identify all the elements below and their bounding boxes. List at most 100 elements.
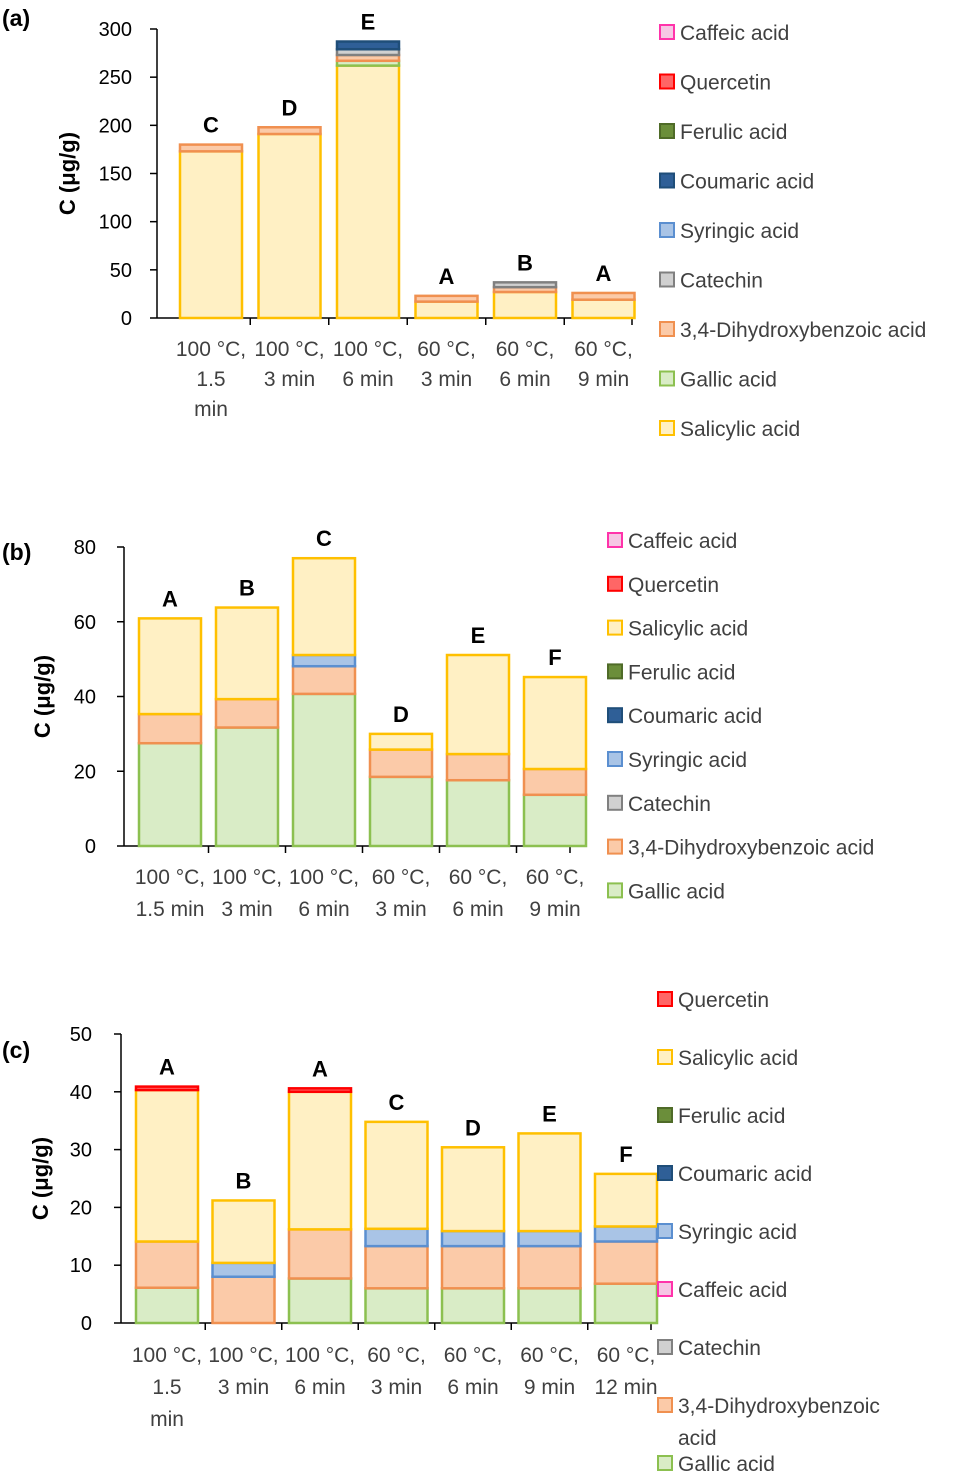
legend-swatch-ferulic-acid	[659, 123, 675, 139]
x-tick-label: min	[150, 1408, 184, 1431]
x-tick-label: 100 °C,	[285, 1344, 355, 1367]
x-tick-label: 100 °C,	[132, 1344, 202, 1367]
legend-label: Quercetin	[628, 574, 719, 597]
bar-segment-salicylic-acid	[517, 1132, 582, 1233]
legend-swatch-salicylic-acid	[659, 420, 675, 436]
legend-label: acid	[678, 1427, 717, 1450]
bar-segment-gallic-acid	[214, 726, 280, 848]
bar-segment-3-4-dihydroxybenzoic-acid	[137, 712, 203, 745]
legend-swatch-quercetin	[607, 575, 623, 592]
legend-swatch-coumaric-acid	[607, 707, 623, 724]
bar-segment-3-4-dihydroxybenzoic-acid	[134, 1240, 200, 1289]
x-tick-label: 60 °C,	[444, 1344, 503, 1367]
bar-segment-3-4-dihydroxybenzoic-acid	[291, 664, 357, 696]
x-tick-label: 1.5	[152, 1376, 181, 1399]
bar-segment-gallic-acid	[291, 692, 357, 848]
x-tick-label: 3 min	[371, 1376, 422, 1399]
legend-label: Salicylic acid	[680, 418, 800, 441]
y-tick-label: 30	[70, 1140, 92, 1162]
legend-label: Quercetin	[678, 989, 769, 1012]
legend-label: Caffeic acid	[680, 22, 789, 45]
bar-segment-3-4-dihydroxybenzoic-acid	[414, 294, 479, 303]
group-label: B	[236, 1168, 252, 1193]
bar-segment-3-4-dihydroxybenzoic-acid	[522, 767, 588, 797]
y-axis-label: C (μg/g)	[28, 1137, 53, 1220]
x-tick-label: 100 °C,	[212, 866, 282, 889]
group-label: E	[361, 10, 376, 35]
legend-swatch-syringic-acid	[659, 222, 675, 238]
x-tick-label: 6 min	[294, 1376, 345, 1399]
bar-segment-syringic-acid	[517, 1229, 582, 1248]
y-tick-label: 200	[99, 115, 132, 137]
bar-segment-salicylic-acid	[257, 132, 322, 320]
group-label: A	[162, 586, 178, 611]
bar-segment-salicylic-acid	[364, 1120, 429, 1231]
bar-segment-3-4-dihydroxybenzoic-acid	[211, 1275, 276, 1325]
legend-swatch-quercetin	[659, 73, 675, 90]
y-tick-label: 0	[121, 308, 132, 330]
legend-label: Gallic acid	[680, 369, 777, 392]
bar-segment-3-4-dihydroxybenzoic-acid	[178, 143, 244, 153]
legend-swatch-gallic-acid	[657, 1455, 673, 1471]
y-tick-label: 10	[70, 1255, 92, 1277]
legend-swatch-caffeic-acid	[657, 1281, 673, 1297]
x-tick-label: 100 °C,	[254, 338, 324, 361]
bar-segment-coumaric-acid	[335, 40, 401, 51]
x-tick-label: 60 °C,	[367, 1344, 426, 1367]
bar-segment-salicylic-acid	[571, 298, 636, 320]
bar-segment-gallic-acid	[368, 775, 434, 848]
legend-label: Syringic acid	[680, 220, 799, 243]
x-tick-label: min	[194, 398, 228, 421]
x-tick-label: 3 min	[221, 898, 272, 921]
x-tick-label: 6 min	[499, 368, 550, 391]
bar-segment-3-4-dihydroxybenzoic-acid	[517, 1244, 582, 1290]
group-label: B	[517, 250, 533, 275]
bar-segment-gallic-acid	[134, 1286, 200, 1325]
legend-swatch-syringic-acid	[607, 751, 623, 767]
chart-panel-3: (c) C (μg/g) 0 10 20 30 40 50 A 100 °C, 1.5 min B 100…	[2, 989, 880, 1476]
bar-segment-3-4-dihydroxybenzoic-acid	[440, 1244, 506, 1290]
x-tick-label: 9 min	[529, 898, 580, 921]
legend-swatch-gallic-acid	[607, 882, 623, 899]
y-tick-label: 50	[70, 1024, 92, 1046]
bar-segment-quercetin	[287, 1087, 353, 1094]
legend-label: Catechin	[678, 1337, 761, 1360]
panel-label: (c)	[2, 1037, 30, 1063]
legend-label: Gallic acid	[628, 880, 725, 903]
legend-swatch-syringic-acid	[657, 1223, 673, 1239]
group-label: B	[239, 576, 255, 601]
bar-segment-3-4-dihydroxybenzoic-acid	[287, 1228, 353, 1280]
bar-segment-gallic-acid	[440, 1287, 506, 1325]
bar-segment-catechin	[492, 281, 558, 289]
bar-segment-syringic-acid	[440, 1229, 506, 1248]
legend-swatch-ferulic-acid	[607, 663, 623, 680]
bar-segment-quercetin	[134, 1085, 200, 1092]
y-tick-label: 40	[74, 687, 96, 709]
group-label: D	[465, 1115, 481, 1140]
legend-swatch-caffeic-acid	[607, 532, 623, 548]
x-tick-label: 9 min	[578, 368, 629, 391]
x-tick-label: 100 °C,	[135, 866, 205, 889]
x-tick-label: 3 min	[218, 1376, 269, 1399]
bar-segment-salicylic-acid	[440, 1146, 506, 1233]
x-tick-label: 60 °C,	[597, 1344, 656, 1367]
x-tick-label: 60 °C,	[496, 338, 555, 361]
group-label: A	[312, 1056, 328, 1081]
y-tick-label: 300	[99, 19, 132, 41]
legend-label: Syringic acid	[678, 1221, 797, 1244]
x-tick-label: 60 °C,	[372, 866, 431, 889]
chart-panel-2: (b) C (μg/g) 0 20 40 60 80 A 100 °C, 1.5 min B 100 …	[2, 526, 874, 921]
x-tick-label: 100 °C,	[333, 338, 403, 361]
bar-segment-salicylic-acid	[445, 653, 511, 756]
y-tick-label: 60	[74, 612, 96, 634]
bar-segment-salicylic-acid	[134, 1088, 200, 1243]
legend-swatch-gallic-acid	[659, 370, 675, 387]
legend-swatch-3-4-dihydroxybenzoic-acid	[659, 321, 675, 337]
legend-label: Salicylic acid	[678, 1047, 798, 1070]
group-label: E	[471, 623, 486, 648]
x-tick-label: 60 °C,	[417, 338, 476, 361]
legend-swatch-3-4-dihydroxybenzoic-acid	[657, 1397, 673, 1413]
bar-segment-3-4-dihydroxybenzoic-acid	[368, 748, 434, 779]
legend-label: Ferulic acid	[628, 661, 735, 684]
